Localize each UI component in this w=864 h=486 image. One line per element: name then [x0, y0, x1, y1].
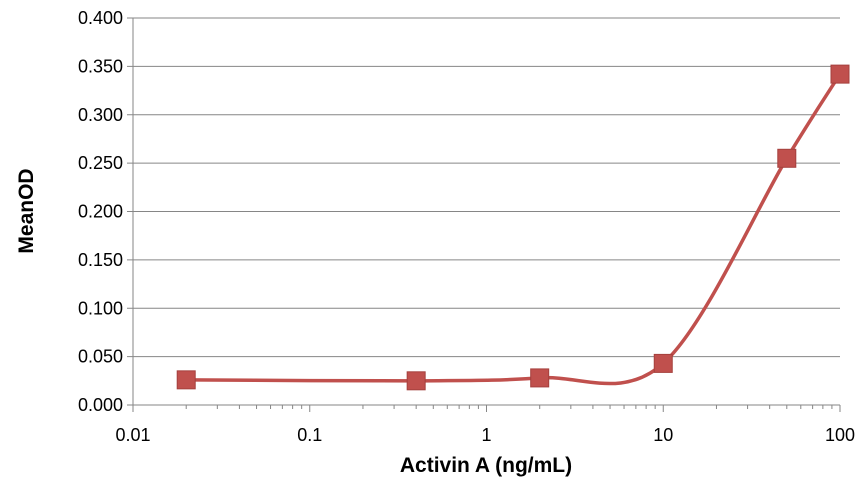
x-tick-label: 0.01: [115, 425, 150, 445]
series-line: [184, 72, 842, 386]
y-tick-label: 0.300: [78, 105, 123, 125]
x-axis-title: Activin A (ng/mL): [400, 454, 572, 477]
x-tick-label: 0.1: [297, 425, 322, 445]
gridlines: [133, 17, 840, 358]
y-tick-label: 0.200: [78, 202, 123, 222]
y-tick-label: 0.050: [78, 347, 123, 367]
data-point-marker: [530, 368, 550, 388]
data-point-marker: [406, 371, 426, 391]
data-point-marker: [176, 370, 196, 390]
data-point-marker: [777, 148, 797, 168]
y-tick-label: 0.400: [78, 8, 123, 28]
y-tick-label: 0.100: [78, 298, 123, 318]
data-point-marker: [653, 353, 673, 373]
axes: [127, 17, 841, 412]
series-layer: [176, 64, 850, 391]
x-tick-label: 1: [481, 425, 491, 445]
x-tick-label: 10: [653, 425, 673, 445]
y-tick-label: 0.000: [78, 395, 123, 415]
x-tick-label: 100: [825, 425, 855, 445]
y-tick-label: 0.250: [78, 153, 123, 173]
y-axis-title: MeanOD: [15, 168, 38, 253]
tick-labels: 0.000 0.050 0.100 0.150 0.200 0.250 0.300 0.350…: [78, 8, 855, 445]
data-point-marker: [830, 64, 850, 84]
y-tick-label: 0.350: [78, 56, 123, 76]
y-tick-label: 0.150: [78, 250, 123, 270]
